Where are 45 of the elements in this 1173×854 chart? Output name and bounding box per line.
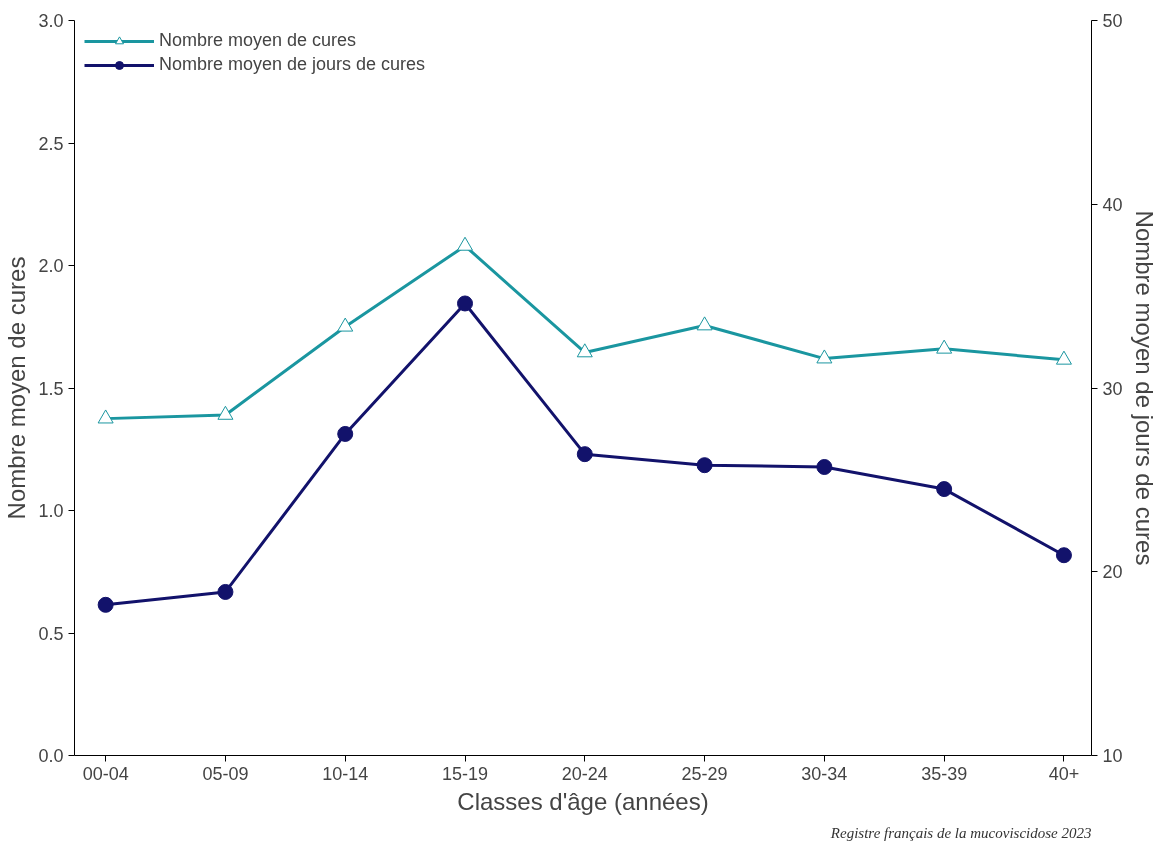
legend-label: Nombre moyen de cures [159,30,357,51]
point [576,446,593,463]
x-tick-label: 15-19 [441,763,489,784]
y2-tick-label: 40 [1102,194,1123,215]
y2-tick-label: 30 [1102,378,1123,399]
x-tick-label: 30-34 [801,763,848,784]
y2-tick-label: 20 [1102,562,1123,583]
y-tick-label: 0.0 [38,746,64,766]
point [1055,350,1072,365]
x-tick-label: 00-04 [82,763,129,784]
point [337,317,354,332]
point [97,596,114,613]
point [337,425,354,442]
x-tick-label: 10-14 [322,763,369,784]
point [457,236,474,251]
x-tick-label: 20-24 [561,763,608,784]
y-axis-title: Nombre moyen de cures [3,256,31,520]
x-tick-label: 05-09 [202,763,249,784]
y-tick-label: 0.5 [38,623,64,644]
y-tick-label: 3.0 [38,11,64,31]
x-tick-label: 25-29 [681,763,728,784]
point [457,295,474,312]
y2-tick-label: 10 [1102,746,1123,766]
x-tick-label: 35-39 [921,763,968,784]
y2-axis-title: Nombre moyen de jours de cures [1130,210,1158,566]
y-tick-label: 2.5 [38,133,64,154]
point [576,343,593,358]
y-tick-label: 1.5 [38,378,64,399]
point [696,316,713,331]
point [816,459,833,475]
point [696,457,713,474]
y2-tick-label: 50 [1102,11,1123,31]
text: Registre français de la mucoviscidose 2023 [829,824,1092,841]
point [936,481,953,498]
point [217,405,234,420]
point [816,349,833,364]
point [97,409,114,424]
point [1055,547,1072,564]
legend-label: Nombre moyen de jours de cures [159,54,426,75]
y-tick-label: 1.0 [38,501,64,521]
x-axis-title: Classes d'âge (années) [457,787,709,815]
point [936,339,953,354]
point [217,583,234,600]
x-tick-label: 40+ [1048,763,1080,784]
y-tick-label: 2.0 [38,256,64,276]
